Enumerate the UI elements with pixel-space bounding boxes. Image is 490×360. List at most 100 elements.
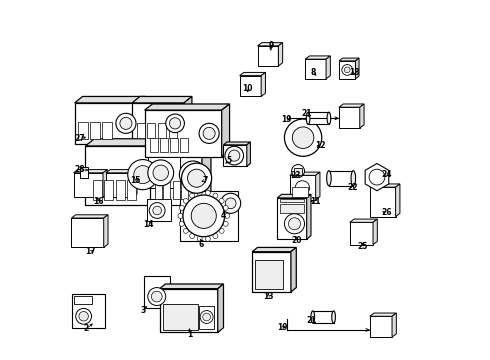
- Circle shape: [285, 214, 304, 234]
- Bar: [101, 122, 112, 139]
- Bar: [150, 138, 158, 152]
- Polygon shape: [355, 58, 359, 79]
- Text: 5: 5: [226, 156, 231, 165]
- Circle shape: [285, 119, 322, 156]
- Polygon shape: [72, 215, 108, 218]
- Circle shape: [153, 206, 161, 215]
- Circle shape: [223, 221, 228, 226]
- Text: 11: 11: [310, 197, 320, 206]
- Bar: [339, 107, 360, 128]
- Circle shape: [170, 118, 181, 129]
- Bar: [170, 138, 177, 152]
- Bar: [137, 123, 146, 138]
- Bar: [85, 146, 155, 205]
- Circle shape: [223, 205, 228, 210]
- Circle shape: [179, 221, 184, 226]
- Bar: [293, 187, 309, 197]
- Bar: [252, 252, 291, 292]
- Circle shape: [190, 234, 195, 239]
- Circle shape: [76, 309, 92, 324]
- Text: 19: 19: [281, 114, 292, 123]
- Circle shape: [153, 165, 169, 181]
- Polygon shape: [184, 96, 192, 144]
- Bar: [93, 180, 101, 200]
- Circle shape: [183, 198, 189, 203]
- Polygon shape: [104, 215, 108, 247]
- Bar: [106, 173, 133, 197]
- Text: 16: 16: [93, 197, 103, 206]
- Bar: [199, 306, 214, 329]
- Circle shape: [191, 203, 216, 228]
- Polygon shape: [133, 170, 137, 197]
- Polygon shape: [85, 139, 164, 146]
- Text: 25: 25: [357, 242, 368, 251]
- Polygon shape: [221, 104, 230, 157]
- Bar: [127, 180, 136, 200]
- Circle shape: [289, 218, 300, 230]
- Bar: [172, 181, 180, 199]
- Circle shape: [203, 127, 215, 139]
- Bar: [223, 145, 247, 166]
- Polygon shape: [370, 184, 400, 187]
- Text: 3: 3: [140, 306, 146, 315]
- Bar: [145, 110, 221, 157]
- Ellipse shape: [332, 311, 336, 323]
- Text: 15: 15: [130, 176, 141, 185]
- Bar: [150, 146, 202, 205]
- Ellipse shape: [311, 311, 315, 323]
- Circle shape: [229, 150, 240, 161]
- Circle shape: [190, 193, 195, 198]
- Polygon shape: [277, 194, 311, 198]
- Circle shape: [188, 169, 206, 187]
- Bar: [329, 171, 353, 186]
- Circle shape: [148, 160, 173, 186]
- Circle shape: [79, 311, 88, 321]
- Circle shape: [293, 127, 314, 148]
- Bar: [74, 296, 92, 304]
- Circle shape: [344, 67, 350, 73]
- Bar: [74, 103, 137, 144]
- Circle shape: [213, 234, 218, 239]
- Bar: [148, 157, 180, 188]
- Circle shape: [128, 159, 158, 190]
- Text: 27: 27: [75, 134, 85, 143]
- Bar: [255, 260, 283, 289]
- Circle shape: [199, 123, 219, 143]
- Bar: [290, 175, 316, 200]
- Polygon shape: [261, 72, 266, 96]
- Text: 21: 21: [301, 109, 312, 118]
- Polygon shape: [223, 142, 250, 145]
- Circle shape: [185, 166, 201, 183]
- Ellipse shape: [306, 112, 310, 125]
- Text: 12: 12: [315, 141, 325, 150]
- Bar: [370, 187, 395, 217]
- Circle shape: [178, 213, 183, 219]
- Polygon shape: [218, 284, 223, 332]
- Circle shape: [149, 203, 165, 219]
- Bar: [180, 191, 238, 241]
- Bar: [72, 294, 105, 328]
- Bar: [163, 181, 171, 199]
- Polygon shape: [103, 170, 107, 197]
- Circle shape: [166, 114, 184, 133]
- Bar: [78, 122, 88, 139]
- Circle shape: [220, 193, 241, 213]
- Circle shape: [151, 291, 162, 302]
- Bar: [116, 180, 125, 200]
- Text: 13: 13: [263, 292, 273, 301]
- Bar: [223, 197, 238, 211]
- Polygon shape: [155, 139, 164, 205]
- Circle shape: [197, 236, 202, 241]
- Polygon shape: [240, 72, 266, 76]
- Polygon shape: [370, 313, 396, 316]
- Ellipse shape: [351, 171, 356, 186]
- Circle shape: [225, 198, 236, 209]
- Circle shape: [224, 213, 230, 219]
- Circle shape: [200, 311, 213, 323]
- Text: 20: 20: [292, 236, 302, 245]
- Text: 6: 6: [198, 240, 204, 249]
- Polygon shape: [160, 284, 223, 289]
- Polygon shape: [360, 104, 364, 128]
- Polygon shape: [247, 142, 250, 166]
- Text: 9: 9: [268, 41, 273, 50]
